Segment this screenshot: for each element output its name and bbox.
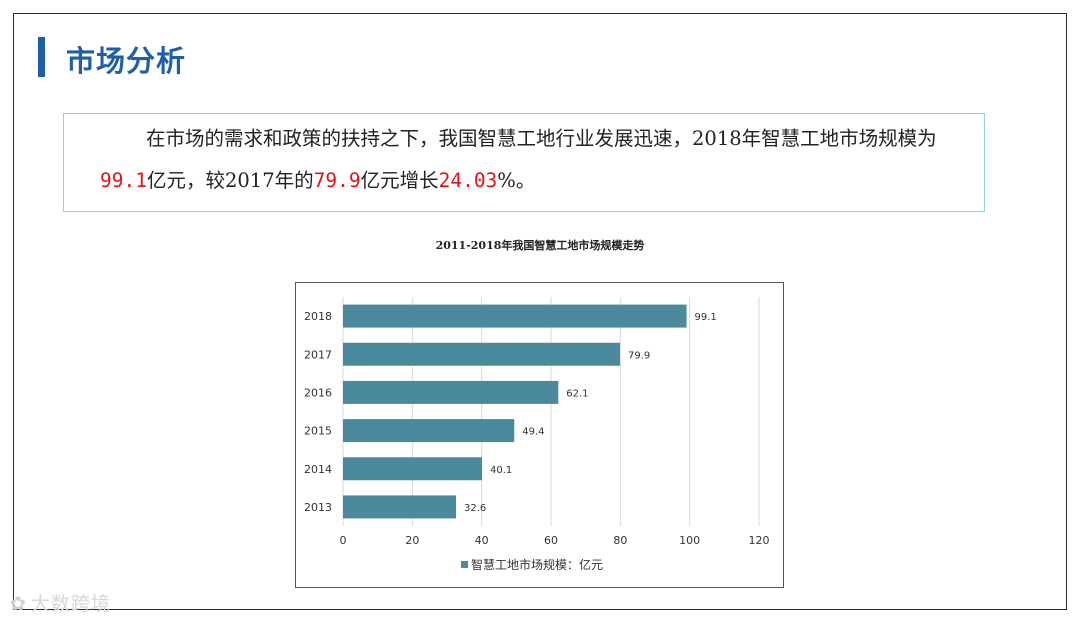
y-tick-label: 2017 [304, 348, 332, 361]
bar-2016 [343, 380, 559, 404]
title-accent-bar [38, 37, 45, 77]
summary-value-2018: 99.1 [100, 169, 147, 192]
watermark-text: 大数跨境 [30, 593, 111, 615]
watermark: ✿ 大数跨境 [10, 589, 111, 616]
wechat-logo-icon: ✿ [10, 593, 27, 615]
bar-chart: 0 20 40 60 80 100 120 2018 99.1 2017 79.9 2016 62.1 2… [304, 297, 770, 572]
legend-label: 智慧工地市场规模：亿元 [471, 557, 603, 572]
summary-growth-rate: 24.03 [438, 169, 498, 192]
bar-2017 [343, 342, 620, 366]
chart-title: 2011-2018年我国智慧工地市场规模走势 [435, 239, 645, 252]
bar-2013 [343, 495, 457, 519]
summary-text: 在市场的需求和政策的扶持之下，我国智慧工地行业发展迅速，2018年智慧工地市场规… [100, 118, 960, 202]
y-tick-label: 2016 [304, 386, 332, 399]
x-tick-label: 0 [340, 534, 347, 547]
summary-part3: 亿元增长 [360, 169, 439, 192]
bar-2014 [343, 457, 483, 481]
data-label: 79.9 [628, 350, 650, 361]
bar-2018 [343, 304, 687, 328]
data-label: 99.1 [695, 312, 717, 323]
x-tick-label: 100 [679, 534, 700, 547]
x-tick-label: 20 [405, 534, 419, 547]
y-tick-label: 2013 [304, 501, 332, 514]
chart-frame: 0 20 40 60 80 100 120 2018 99.1 2017 79.9 2016 62.1 2… [295, 282, 784, 588]
data-label: 62.1 [566, 388, 588, 399]
slide-title: 市场分析 [66, 44, 187, 78]
data-label: 40.1 [490, 465, 512, 476]
y-tick-label: 2015 [304, 425, 332, 438]
data-label: 32.6 [464, 503, 486, 514]
summary-value-2017: 79.9 [313, 169, 361, 192]
summary-box [63, 113, 985, 212]
legend-swatch [461, 561, 468, 568]
x-tick-label: 40 [475, 534, 489, 547]
y-tick-label: 2014 [304, 463, 332, 476]
data-label: 49.4 [522, 427, 544, 438]
bar-2015 [343, 419, 515, 443]
x-tick-label: 80 [613, 534, 627, 547]
summary-part1: 在市场的需求和政策的扶持之下，我国智慧工地行业发展迅速，2018年智慧工地市场规… [146, 127, 937, 150]
x-tick-label: 60 [544, 534, 558, 547]
x-tick-label: 120 [749, 534, 770, 547]
y-tick-label: 2018 [304, 310, 332, 323]
summary-part4: %。 [497, 169, 536, 192]
summary-part2: 亿元，较2017年的 [146, 169, 314, 192]
